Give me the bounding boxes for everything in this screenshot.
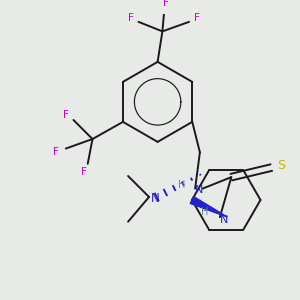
Text: H: H <box>178 180 185 190</box>
Polygon shape <box>190 196 227 217</box>
Text: F: F <box>63 110 69 120</box>
Text: F: F <box>81 167 87 177</box>
Text: F: F <box>53 147 59 158</box>
Text: F: F <box>163 0 169 8</box>
Text: H: H <box>201 207 208 218</box>
Text: F: F <box>194 13 200 23</box>
Text: N: N <box>195 185 203 196</box>
Text: N: N <box>150 192 159 206</box>
Text: N: N <box>220 215 228 225</box>
Text: S: S <box>277 159 285 172</box>
Text: F: F <box>128 13 134 23</box>
